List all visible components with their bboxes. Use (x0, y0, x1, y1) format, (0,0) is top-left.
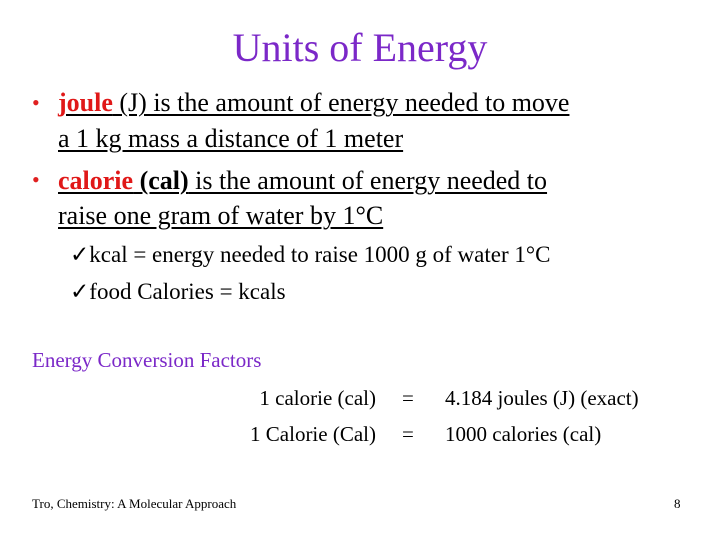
check-icon: ✓ (70, 279, 90, 304)
subbullet-kcal: ✓kcal = energy needed to raise 1000 g of… (70, 242, 550, 268)
text-bold: (cal) (133, 166, 189, 195)
bullet-calorie-line1: calorie (cal) is the amount of energy ne… (58, 166, 547, 196)
bullet-joule-line2: a 1 kg mass a distance of 1 meter (58, 124, 404, 153)
slide-title: Units of Energy (232, 25, 488, 70)
check-icon: ✓ (70, 242, 90, 267)
bullet-calorie-line2: raise one gram of water by 1°C (58, 201, 384, 230)
subbullet-food-calories: ✓food Calories = kcals (70, 279, 286, 305)
text: is the amount of energy needed to (188, 166, 548, 195)
term-joule: joule (58, 88, 113, 117)
term-calorie: calorie (58, 166, 134, 195)
conversion-eq: = (402, 422, 414, 446)
bullet-icon: • (32, 90, 40, 115)
conversion-right: 4.184 joules (J) (exact) (445, 386, 639, 410)
page-number: 8 (674, 496, 681, 511)
bullet-joule-line1: joule (J) is the amount of energy needed… (58, 88, 569, 118)
text: food Calories = kcals (89, 279, 286, 304)
conversion-heading: Energy Conversion Factors (32, 348, 262, 372)
bullet-icon: • (32, 167, 40, 192)
conversion-eq: = (402, 386, 414, 410)
text: kcal = energy needed to raise 1000 g of … (89, 242, 551, 267)
text: (J) is the amount of energy needed to mo… (112, 88, 570, 117)
conversion-right: 1000 calories (cal) (445, 422, 602, 446)
conversion-left: 1 Calorie (Cal) (250, 422, 376, 446)
footer: Tro, Chemistry: A Molecular Approach (32, 496, 237, 511)
conversion-left: 1 calorie (cal) (259, 386, 376, 410)
